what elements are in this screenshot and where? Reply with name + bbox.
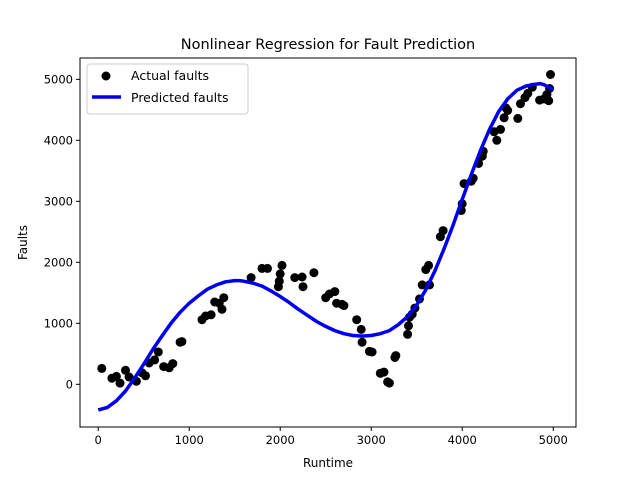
- actual-fault-point-86: [544, 96, 554, 106]
- x-tick-label-4000: 4000: [448, 433, 477, 447]
- legend-marker-actual-faults: [101, 71, 111, 81]
- legend-label-predicted-faults: Predicted faults: [131, 90, 229, 105]
- actual-fault-point-32: [297, 272, 307, 282]
- actual-fault-point-77: [503, 106, 513, 115]
- actual-fault-point-49: [384, 378, 394, 388]
- legend: Actual faults Predicted faults: [86, 63, 249, 115]
- actual-fault-point-42: [356, 324, 366, 334]
- actual-fault-point-51: [391, 351, 401, 361]
- actual-fault-point-5: [124, 372, 134, 382]
- actual-fault-point-24: [246, 273, 256, 283]
- actual-fault-point-10: [150, 355, 160, 365]
- y-tick-label-0: 0: [66, 377, 73, 391]
- actual-fault-point-52: [403, 329, 413, 339]
- actual-fault-point-4: [121, 365, 130, 375]
- y-tick-label-2000: 2000: [44, 255, 73, 269]
- x-tick-label-0: 0: [95, 433, 102, 447]
- actual-fault-point-19: [206, 310, 216, 320]
- actual-fault-point-11: [153, 347, 163, 357]
- y-tick-label-4000: 4000: [44, 133, 73, 147]
- actual-fault-point-43: [357, 337, 367, 347]
- actual-fault-point-33: [298, 282, 308, 292]
- actual-fault-point-22: [217, 304, 227, 314]
- predicted-faults-line: [97, 81, 555, 412]
- actual-fault-point-2: [111, 371, 121, 381]
- actual-fault-point-31: [290, 273, 300, 283]
- actual-fault-point-40: [339, 301, 349, 311]
- x-tick-label-2000: 2000: [266, 433, 295, 447]
- actual-fault-point-75: [499, 113, 509, 123]
- actual-fault-point-26: [263, 263, 272, 273]
- x-axis-label: Runtime: [303, 456, 353, 470]
- actual-fault-point-37: [330, 287, 340, 297]
- actual-fault-point-14: [168, 359, 178, 369]
- actual-fault-point-34: [309, 268, 319, 278]
- y-axis-label: Faults: [16, 225, 30, 260]
- actual-fault-point-88: [546, 70, 555, 79]
- actual-fault-point-73: [492, 135, 502, 145]
- actual-fault-point-23: [219, 293, 229, 303]
- actual-fault-point-41: [352, 315, 362, 325]
- x-tick-label-3000: 3000: [357, 433, 386, 447]
- chart-title: Nonlinear Regression for Fault Predictio…: [181, 37, 475, 53]
- actual-fault-point-74: [496, 124, 505, 134]
- y-tick-label-3000: 3000: [44, 194, 73, 208]
- actual-fault-point-60: [424, 260, 434, 270]
- x-tick-label-1000: 1000: [175, 433, 204, 447]
- x-tick-label-5000: 5000: [539, 433, 568, 447]
- actual-fault-point-29: [275, 269, 285, 279]
- actual-fault-point-30: [277, 260, 287, 270]
- y-tick-label-5000: 5000: [44, 72, 73, 86]
- actual-fault-point-0: [97, 363, 107, 373]
- actual-fault-point-16: [177, 337, 187, 347]
- actual-fault-point-58: [417, 280, 427, 290]
- legend-label-actual-faults: Actual faults: [131, 68, 209, 83]
- actual-fault-point-3: [115, 378, 125, 388]
- actual-fault-point-53: [404, 321, 413, 331]
- plot-frame: [79, 57, 577, 428]
- legend-box: [86, 63, 249, 115]
- actual-fault-point-45: [367, 347, 377, 357]
- actual-fault-point-63: [438, 226, 448, 236]
- actual-fault-point-28: [274, 276, 284, 286]
- actual-fault-point-47: [379, 367, 389, 377]
- y-tick-label-1000: 1000: [44, 316, 73, 330]
- actual-fault-point-78: [513, 113, 523, 123]
- actual-fault-point-8: [141, 371, 150, 381]
